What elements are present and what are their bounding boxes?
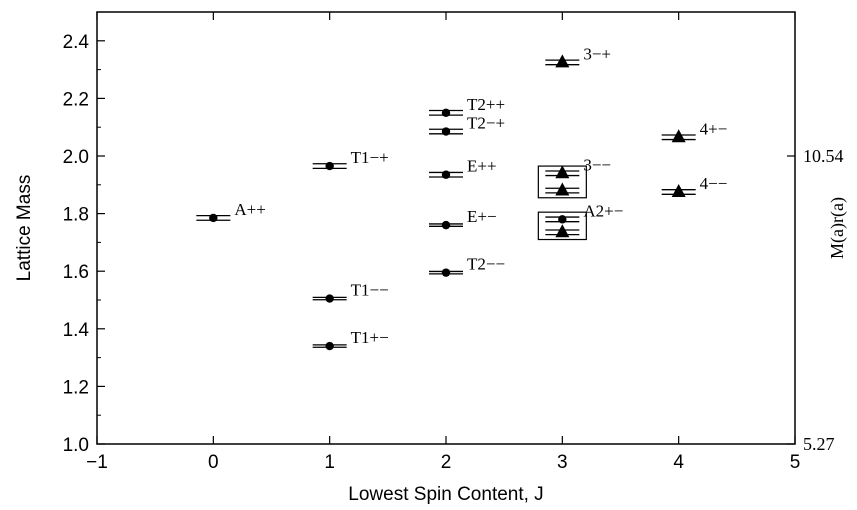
y-tick-label: 1.2 xyxy=(63,377,89,398)
state-mark: 4−− xyxy=(661,174,728,197)
circle-marker xyxy=(325,341,334,351)
state-mark: E++ xyxy=(429,157,497,179)
state-mark xyxy=(545,182,580,196)
y-tick-label: 2.0 xyxy=(63,147,89,168)
state-label: T2−− xyxy=(467,255,505,274)
circle-marker xyxy=(441,268,451,277)
y-tick-label: 1.4 xyxy=(63,320,90,341)
x-tick-label: 2 xyxy=(441,452,452,473)
triangle-marker xyxy=(555,54,570,68)
circle-marker xyxy=(558,215,567,224)
state-label: T2++ xyxy=(467,95,505,114)
triangle-marker xyxy=(555,224,570,238)
state-label: 4−− xyxy=(700,174,728,193)
state-mark: A2+− xyxy=(545,201,623,224)
state-mark: T1−+ xyxy=(312,148,389,171)
triangle-marker xyxy=(671,183,686,197)
state-mark: T2−− xyxy=(429,255,505,277)
ticks: −1 0 1 2 3 4 5 1.0 1.2 1.4 1.6 1.8 2.0 2.2 2.4 10.54 5.2… xyxy=(63,12,844,473)
state-mark: 4+− xyxy=(661,119,728,143)
state-mark xyxy=(545,224,580,238)
x-tick-label: 4 xyxy=(673,452,684,473)
state-label: T2−+ xyxy=(467,114,505,133)
state-label: A2+− xyxy=(583,201,623,220)
data-marks: A++ T1−+ T1−− T1+− T2++T2−+ E++ E+− T2−− 3−+ 3−− A… xyxy=(196,44,728,351)
triangle-marker xyxy=(555,165,570,179)
state-label: A++ xyxy=(234,200,265,219)
triangle-marker xyxy=(671,129,686,143)
state-mark: T1+− xyxy=(312,328,389,351)
state-mark: E+− xyxy=(429,207,497,230)
circle-marker xyxy=(441,220,451,230)
triangle-marker xyxy=(555,182,570,196)
state-mark: T2−+ xyxy=(429,114,505,136)
circle-marker xyxy=(209,213,218,223)
state-label: E+− xyxy=(467,207,497,226)
right-axis-title: M(a)r(a) xyxy=(827,197,848,259)
state-label: 3−+ xyxy=(583,44,611,63)
circle-marker xyxy=(325,161,334,171)
state-label: T1−+ xyxy=(351,148,389,167)
highlight-box xyxy=(537,211,587,241)
y-tick-label: 1.0 xyxy=(63,435,89,456)
state-label: T1−− xyxy=(351,281,389,300)
state-label: T1+− xyxy=(351,328,389,347)
y-tick-label: 1.6 xyxy=(63,262,89,283)
circle-marker xyxy=(441,108,451,118)
y-tick-label: 2.4 xyxy=(63,32,90,53)
y-axis-title: Lattice Mass xyxy=(14,175,35,282)
x-tick-label: 0 xyxy=(208,452,219,473)
circle-marker xyxy=(441,170,451,179)
right-tick-label: 5.27 xyxy=(803,434,835,454)
state-label: 3−− xyxy=(583,155,611,174)
state-label: E++ xyxy=(467,157,497,176)
y-tick-label: 2.2 xyxy=(63,89,89,110)
state-mark: A++ xyxy=(196,200,266,223)
state-mark: 3−− xyxy=(545,155,611,179)
y-tick-label: 1.8 xyxy=(63,205,89,226)
circle-marker xyxy=(441,127,451,136)
circle-marker xyxy=(325,294,334,303)
state-mark: 3−+ xyxy=(545,44,611,68)
x-axis-title: Lowest Spin Content, J xyxy=(348,484,543,505)
x-tick-label: 1 xyxy=(324,452,335,473)
x-tick-label: 3 xyxy=(557,452,568,473)
right-tick-label: 10.54 xyxy=(803,146,844,166)
state-label: 4+− xyxy=(700,119,728,138)
state-mark: T1−− xyxy=(312,281,389,303)
state-mark: T2++ xyxy=(429,95,505,118)
x-tick-label: −1 xyxy=(86,452,108,473)
x-tick-label: 5 xyxy=(790,452,801,473)
